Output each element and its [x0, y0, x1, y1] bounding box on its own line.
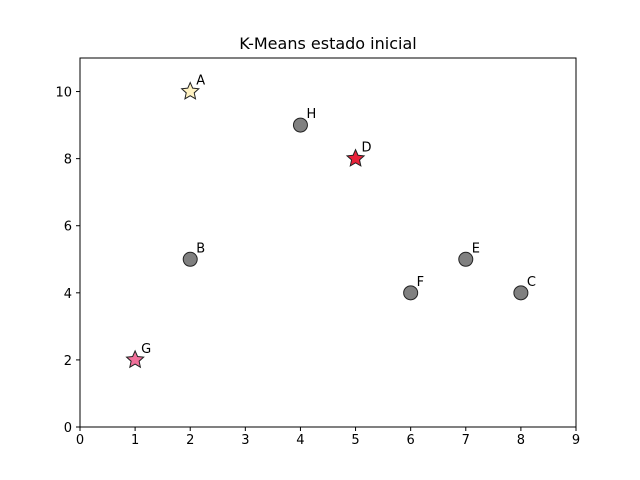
data-point-h	[292, 117, 308, 133]
point-label-f: F	[417, 275, 424, 290]
y-tick-label: 10	[55, 86, 72, 101]
point-label-a: A	[196, 74, 205, 89]
chart-title: K-Means estado inicial	[239, 34, 416, 53]
data-point-e	[458, 251, 474, 267]
y-tick-label: 8	[64, 153, 72, 168]
point-label-h: H	[306, 107, 316, 122]
x-tick-label: 8	[517, 433, 525, 448]
point-label-d: D	[362, 141, 372, 156]
x-tick-label: 0	[76, 433, 84, 448]
x-tick-label: 1	[131, 433, 139, 448]
x-tick-label: 5	[351, 433, 359, 448]
centroid-star-a	[180, 81, 200, 100]
point-label-b: B	[196, 241, 205, 256]
x-tick-label: 2	[186, 433, 194, 448]
y-tick-label: 6	[64, 220, 72, 235]
data-point-f	[403, 285, 419, 301]
x-tick-label: 9	[572, 433, 580, 448]
point-label-c: C	[527, 275, 536, 290]
plot-frame	[79, 57, 577, 428]
x-tick-label: 4	[296, 433, 304, 448]
point-label-e: E	[472, 241, 480, 256]
centroid-star-d	[345, 148, 366, 167]
y-tick-label: 4	[64, 287, 72, 302]
data-point-c	[513, 285, 529, 301]
x-tick-label: 6	[407, 433, 415, 448]
x-tick-label: 3	[241, 433, 249, 448]
centroid-star-g	[125, 349, 145, 369]
y-tick-label: 0	[64, 421, 72, 436]
y-tick-label: 2	[64, 354, 72, 369]
point-label-g: G	[141, 342, 151, 357]
x-tick-label: 7	[462, 433, 470, 448]
data-point-b	[182, 251, 198, 267]
